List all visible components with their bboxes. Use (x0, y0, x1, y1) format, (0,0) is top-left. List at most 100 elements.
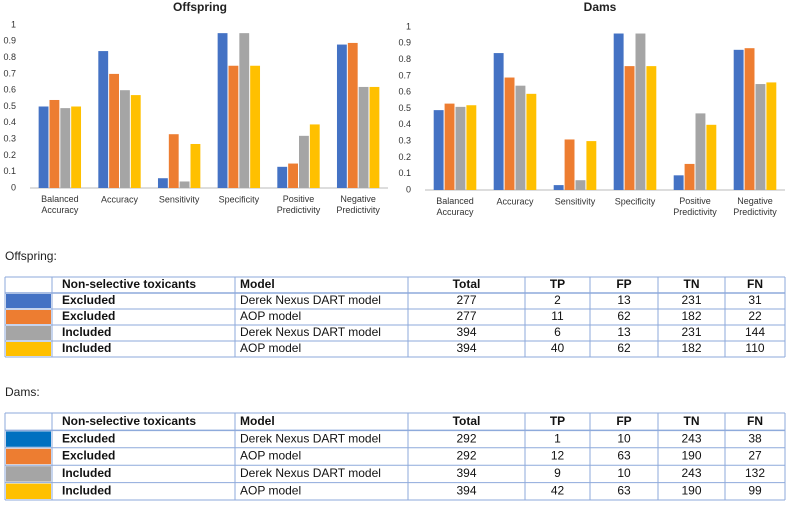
table-cell: FP (616, 277, 631, 291)
bar (190, 143, 201, 188)
table-cell: 27 (748, 449, 762, 463)
bar (553, 185, 564, 190)
bar (433, 110, 444, 190)
y-tick-label: 0.4 (3, 117, 16, 127)
table-cell: Derek Nexus DART model (240, 325, 381, 339)
bar (515, 85, 526, 190)
bar (277, 166, 288, 188)
table-cell: 292 (456, 431, 476, 445)
table-cell: Excluded (62, 293, 115, 307)
table-cell: 394 (456, 325, 476, 339)
table-cell: TP (550, 277, 565, 291)
bar (217, 33, 228, 189)
bar (71, 106, 82, 188)
x-tick-label: Accuracy (496, 196, 534, 206)
x-tick-label: Positive Predictivity (277, 194, 321, 215)
x-tick-label: Specificity (219, 194, 260, 204)
table-cell: AOP model (240, 341, 301, 355)
bar (673, 175, 684, 190)
bar (309, 124, 320, 188)
bar (109, 73, 119, 188)
table-cell: Included (62, 325, 111, 339)
y-tick-label: 0.7 (3, 68, 16, 78)
table-cell: TP (550, 414, 565, 428)
bar (504, 77, 515, 190)
table-cell: 2 (554, 293, 561, 307)
table-cell: Non-selective toxicants (62, 414, 196, 428)
y-tick-label: 0.1 (398, 168, 411, 178)
chart-title: Dams (584, 0, 617, 14)
table-cell: 10 (617, 431, 631, 445)
bar (613, 33, 624, 190)
table-cell: 243 (681, 466, 701, 480)
bar (299, 135, 309, 188)
y-tick-label: 0.1 (3, 166, 16, 176)
bar (646, 66, 657, 190)
bar (98, 51, 109, 188)
y-tick-label: 0.9 (3, 36, 16, 46)
bar (706, 124, 717, 190)
table-cell: Derek Nexus DART model (240, 431, 381, 445)
bar (228, 65, 239, 188)
bar (38, 106, 49, 188)
table-cell: Excluded (62, 309, 115, 323)
x-tick-label: Negative Predictivity (733, 196, 777, 217)
table-cell: Derek Nexus DART model (240, 466, 381, 480)
bar (239, 33, 250, 189)
row-swatch (6, 342, 51, 356)
x-tick-label: Positive Predictivity (673, 196, 717, 217)
table-cell: TN (684, 277, 700, 291)
table-cell: 1 (554, 431, 561, 445)
table-cell: FP (616, 414, 631, 428)
x-tick-label: Specificity (615, 196, 656, 206)
table-cell: Total (453, 414, 481, 428)
row-swatch (6, 310, 51, 324)
y-tick-label: 0.3 (3, 133, 16, 143)
table-cell: 99 (748, 483, 762, 497)
table-cell: 63 (617, 449, 631, 463)
bar (336, 44, 347, 189)
table-heading: Offspring: (5, 249, 57, 263)
bar (466, 105, 477, 190)
table-cell: Total (453, 277, 481, 291)
table-cell: 62 (617, 309, 631, 323)
y-tick-label: 0 (406, 184, 411, 194)
table-cell: 9 (554, 466, 561, 480)
x-tick-label: Sensitivity (159, 194, 200, 204)
table-cell: 182 (681, 309, 701, 323)
table-cell: 22 (748, 309, 762, 323)
bar (60, 108, 71, 188)
bar (684, 163, 695, 190)
y-tick-label: 0.7 (398, 70, 411, 80)
bar (444, 103, 455, 190)
bar (358, 86, 369, 188)
table-cell: Excluded (62, 431, 115, 445)
y-tick-label: 0.4 (398, 119, 411, 129)
row-swatch (6, 431, 51, 447)
y-tick-label: 0.5 (3, 101, 16, 111)
y-tick-label: 0 (11, 182, 16, 192)
bar (575, 180, 586, 190)
table-cell: 63 (617, 483, 631, 497)
table-cell: 6 (554, 325, 561, 339)
table-cell: Non-selective toxicants (62, 277, 196, 291)
y-tick-label: 0.8 (3, 52, 16, 62)
table-cell: AOP model (240, 483, 301, 497)
bar (49, 99, 60, 188)
x-tick-label: Balanced Accuracy (41, 194, 79, 215)
bar (733, 49, 744, 190)
bar (369, 86, 380, 188)
table-cell: 13 (617, 325, 631, 339)
table-cell: 394 (456, 483, 476, 497)
table-cell: 292 (456, 449, 476, 463)
table-cell: 11 (551, 309, 564, 323)
table-cell: AOP model (240, 449, 301, 463)
table-cell: 190 (681, 483, 701, 497)
table-cell: 110 (745, 341, 764, 355)
row-swatch (6, 326, 51, 340)
bar (526, 93, 537, 190)
table-cell: Model (240, 414, 275, 428)
table-cell: 42 (551, 483, 565, 497)
x-tick-label: Sensitivity (555, 196, 596, 206)
bar (695, 113, 706, 190)
